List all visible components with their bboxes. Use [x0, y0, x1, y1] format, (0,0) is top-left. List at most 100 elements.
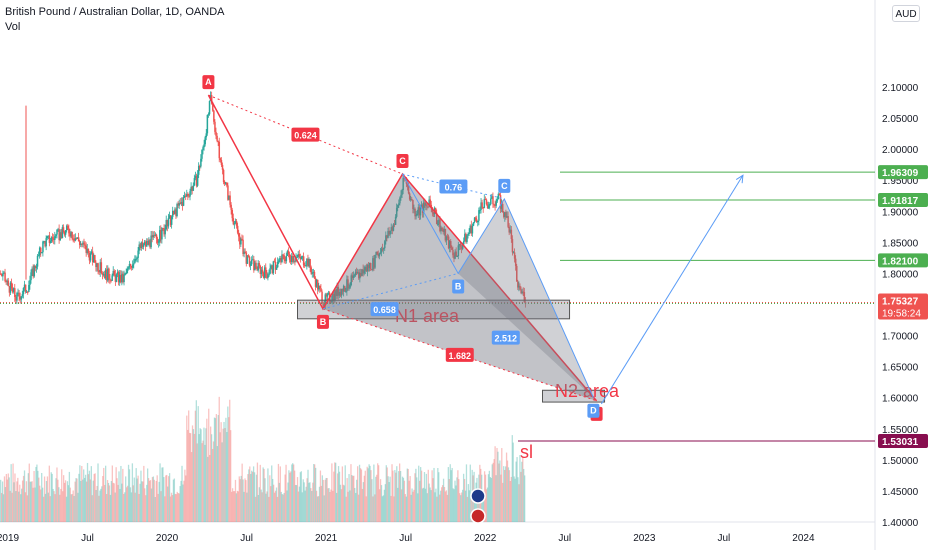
candle-body [481, 202, 483, 208]
candle-body [496, 199, 499, 202]
volume-bar [396, 466, 398, 522]
y-tick-label: 1.55000 [882, 425, 919, 436]
volume-bar [86, 462, 89, 522]
volume-bar [456, 477, 458, 522]
symbol-title: British Pound / Australian Dollar, 1D, O… [5, 6, 225, 18]
volume-bar [209, 454, 211, 522]
volume-bar [170, 492, 173, 522]
candle-body [498, 193, 501, 196]
candle-body [285, 255, 288, 262]
candle-body [29, 280, 31, 285]
candle-body [303, 265, 306, 267]
volume-bar [515, 461, 517, 522]
candle-body [482, 207, 484, 209]
candle-body [205, 133, 208, 138]
candle-body [377, 254, 380, 257]
candle-body [413, 208, 415, 210]
candle-body [138, 244, 140, 251]
candle-body [133, 263, 135, 265]
candle-body [172, 210, 174, 217]
candle-body [179, 203, 182, 205]
candle-body [376, 251, 378, 255]
volume-bar [484, 474, 487, 522]
volume-bar [66, 481, 69, 522]
candle-body [230, 204, 232, 210]
candle-body [331, 300, 333, 302]
volume-bar [105, 494, 108, 522]
candle-body [244, 251, 246, 253]
volume-bar [157, 493, 159, 522]
candle-body [183, 195, 186, 198]
volume-bar [310, 488, 312, 522]
volume-bar [423, 472, 426, 522]
volume-bar [230, 430, 232, 522]
candle-body [346, 279, 348, 292]
candle-body [104, 269, 107, 279]
candle-body [5, 281, 7, 283]
candle-body [225, 182, 227, 184]
volume-bar [454, 480, 456, 522]
x-tick-label: 2019 [0, 533, 20, 544]
volume-bar [455, 485, 457, 522]
candle-body [182, 197, 185, 206]
volume-bar [126, 487, 128, 522]
volume-bar [477, 488, 479, 522]
currency-button[interactable]: AUD [892, 5, 920, 22]
candle-body [254, 262, 256, 271]
candle-body [107, 268, 109, 281]
volume-bar [81, 465, 83, 522]
candle-body [467, 233, 469, 236]
volume-bar [497, 451, 499, 522]
volume-bar [200, 429, 202, 522]
candle-body [6, 280, 8, 282]
volume-bar [292, 463, 294, 522]
volume-bar [258, 487, 260, 522]
candle-body [25, 291, 28, 293]
volume-bar [37, 470, 39, 522]
volume-bar [311, 490, 313, 522]
volume-bar [511, 435, 513, 522]
candle-body [307, 258, 309, 267]
volume-bar [122, 468, 124, 522]
candle-body [93, 255, 95, 263]
pattern2-ratio-badge [491, 330, 520, 345]
volume-bar [264, 478, 266, 522]
candle-body [261, 269, 264, 273]
candle-body [85, 245, 87, 253]
candle-body [82, 242, 84, 245]
candle-body [273, 261, 276, 263]
volume-bar [84, 474, 87, 522]
volume-bar [518, 484, 520, 522]
candle-body [270, 265, 272, 269]
volume-bar [225, 417, 227, 522]
volume-bar [315, 490, 318, 522]
volume-bar [84, 477, 86, 522]
volume-bar [180, 480, 182, 522]
candle-body [150, 235, 152, 248]
candle-body [98, 270, 100, 273]
candle-body [240, 238, 242, 245]
candle-body [454, 251, 456, 259]
candle-body [491, 196, 493, 199]
candle-body [521, 291, 523, 294]
pattern2-legs [402, 173, 594, 398]
volume-bar [443, 487, 446, 522]
candle-body [349, 285, 351, 288]
candle-body [45, 238, 47, 247]
volume-bar [124, 492, 126, 522]
volume-bar [51, 473, 53, 522]
volume-bar [319, 470, 322, 522]
candle-body [110, 280, 112, 282]
candle-body [260, 269, 263, 275]
volume-bar [468, 490, 470, 522]
candle-body [23, 284, 26, 288]
volume-bar [176, 491, 178, 522]
candle-body [385, 235, 387, 242]
volume-bar [377, 463, 379, 522]
au-flag-icon [470, 488, 486, 504]
volume-bar [304, 490, 306, 522]
volume-bar [402, 477, 405, 522]
candle-body [516, 265, 518, 282]
